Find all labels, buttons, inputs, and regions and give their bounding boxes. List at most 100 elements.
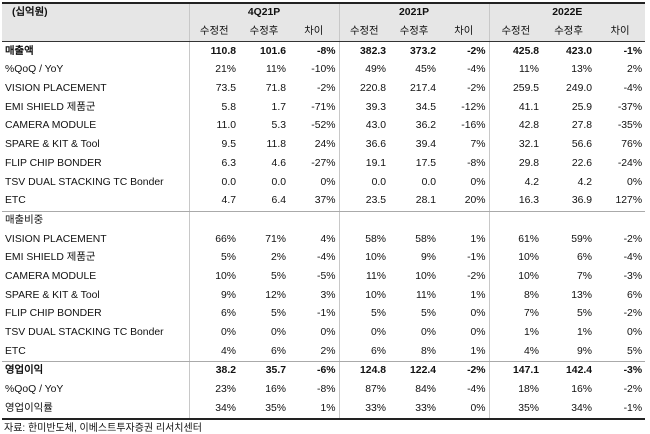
table-row: CAMERA MODULE 11.0 5.3 -52% 43.0 36.2 -16% 42.8… — [2, 117, 645, 136]
cell-value: 9% — [188, 286, 239, 305]
cell-value: 0% — [627, 176, 643, 188]
table-row: ETC 4% 6% 2% 6% 8% 1% 4% 9% 5% — [2, 342, 646, 363]
cell-value: 5% — [270, 308, 286, 320]
table-body: 매출액 110.8 101.6 -8% 382.3 373.2 -2% 425.8 423.0-… — [2, 41, 646, 421]
source-note: 자료: 한미반도체, 이베스트투자증권 리서치센터 — [4, 423, 202, 434]
cell-value: 45% — [415, 64, 437, 76]
row-label: EMI SHIELD 제품군 — [5, 252, 96, 264]
cell-value: -52% — [311, 120, 336, 132]
cell-value: 382.3 — [338, 41, 390, 62]
cell-value: 4% — [488, 342, 543, 363]
cell-value: -8% — [467, 157, 486, 169]
cell-value: -2% — [467, 45, 486, 57]
cell-value: 3% — [320, 289, 336, 301]
cell-value: 71.8 — [265, 83, 286, 95]
cell-value: 6% — [627, 289, 643, 301]
row-label: 영업이익률 — [2, 399, 189, 421]
cell-value: 16.3 — [488, 191, 543, 212]
cell-value: -4% — [467, 64, 486, 76]
estimate-revision-table: (십억원) 4Q21P 2021P 2022E 수정전 수정후 차이 수정전 수… — [2, 2, 646, 421]
cell-value: 0.0 — [421, 176, 437, 188]
cell-value: -4% — [467, 384, 486, 396]
cell-value: 259.5 — [488, 79, 543, 99]
cell-value: 7% — [488, 305, 543, 324]
cell-value: 49% — [338, 61, 390, 80]
cell-value: 23% — [188, 380, 239, 400]
cell-value: 10% — [415, 270, 437, 282]
cell-value — [239, 210, 289, 231]
cell-value: 101.6 — [259, 45, 286, 57]
cell-value: 16% — [265, 384, 286, 396]
cell-value: 39.4 — [415, 139, 437, 151]
cell-value: 6% — [188, 305, 239, 324]
cell-value: -71% — [311, 101, 336, 113]
cell-value: 59% — [571, 233, 593, 245]
cell-value: -16% — [461, 120, 486, 132]
cell-value: 35% — [239, 399, 289, 421]
cell-value: -2% — [467, 270, 486, 282]
cell-value: 34% — [188, 399, 239, 421]
cell-value: -3% — [595, 361, 646, 381]
cell-value: 4.2 — [488, 173, 543, 192]
subheader: 수정후 — [239, 22, 289, 43]
row-label: 매출액 — [5, 45, 34, 57]
cell-value: -8% — [317, 45, 336, 57]
cell-value: 124.8 — [338, 361, 390, 381]
row-label: TSV DUAL STACKING TC Bonder — [5, 327, 164, 339]
cell-value: 127% — [595, 191, 646, 212]
row-label: 매출비중 — [2, 210, 189, 231]
cell-value: 5% — [270, 270, 286, 282]
cell-value: 16% — [571, 384, 593, 396]
cell-value: -5% — [317, 270, 336, 282]
cell-value: 33% — [338, 399, 390, 421]
cell-value: 4% — [320, 233, 336, 245]
table-row: TSV DUAL STACKING TC Bonder 0.0 0.0 0% 0.0 0.… — [2, 173, 645, 192]
cell-value: 5% — [188, 248, 239, 268]
cell-value: -2% — [623, 233, 643, 245]
cell-value: 58% — [338, 230, 390, 249]
cell-value: -2% — [317, 83, 336, 95]
table-row: SPARE & KIT & Tool 9% 12% 3% 10% 11% 1% 8% 13% 6% — [2, 286, 645, 305]
table-header-periods: (십억원) 4Q21P 2021P 2022E — [2, 2, 646, 23]
cell-value: 0% — [270, 327, 286, 339]
cell-value: 6.3 — [188, 154, 239, 174]
cell-value: 27.8 — [571, 120, 593, 132]
cell-value: 22.6 — [571, 157, 593, 169]
cell-value: 5% — [595, 342, 646, 363]
cell-value: -37% — [617, 101, 643, 113]
cell-value: 0.0 — [271, 176, 286, 188]
row-label: ETC — [2, 342, 189, 363]
cell-value: 9% — [421, 252, 437, 264]
table-row: VISION PLACEMENT 73.5 71.8 -2% 220.8 217.4 -2%… — [2, 79, 645, 99]
cell-value: 10% — [338, 286, 390, 305]
subheader: 차이 — [439, 22, 490, 43]
cell-value — [338, 210, 390, 231]
cell-value: 58% — [415, 233, 437, 245]
subheader: 수정전 — [338, 22, 390, 43]
cell-value: 2% — [270, 252, 286, 264]
cell-value: 11% — [265, 64, 286, 76]
cell-value: 10% — [488, 267, 543, 287]
cell-value: 4.2 — [577, 176, 593, 188]
cell-value: -1% — [623, 45, 643, 57]
cell-value: 23.5 — [338, 191, 390, 212]
cell-value: -6% — [289, 361, 340, 381]
cell-value: 0% — [470, 308, 486, 320]
row-label: %QoQ / YoY — [5, 384, 64, 396]
cell-value: 11% — [338, 267, 390, 287]
subheader: 차이 — [289, 22, 340, 43]
table-row: 영업이익률 34% 35% 1% 33% 33% 0% 35% 34% -1% — [2, 399, 646, 421]
cell-value: 122.4 — [389, 361, 440, 381]
cell-value — [542, 210, 596, 231]
table-row: FLIP CHIP BONDER 6% 5% -1% 5% 5% 0% 7% 5% -2% — [2, 305, 645, 324]
table-row: %QoQ / YoY 21% 11% -10% 49% 45% -4% 11% 13% 2% — [2, 61, 645, 80]
unit-label: (십억원) — [2, 2, 189, 23]
row-label: ETC — [2, 191, 189, 212]
cell-value: 6% — [338, 342, 390, 363]
cell-value: -4% — [317, 252, 336, 264]
cell-value: 24% — [314, 139, 336, 151]
cell-value: 36.2 — [415, 120, 437, 132]
cell-value: 425.8 — [488, 41, 543, 62]
cell-value: 1% — [577, 327, 593, 339]
cell-value: 12% — [265, 289, 286, 301]
